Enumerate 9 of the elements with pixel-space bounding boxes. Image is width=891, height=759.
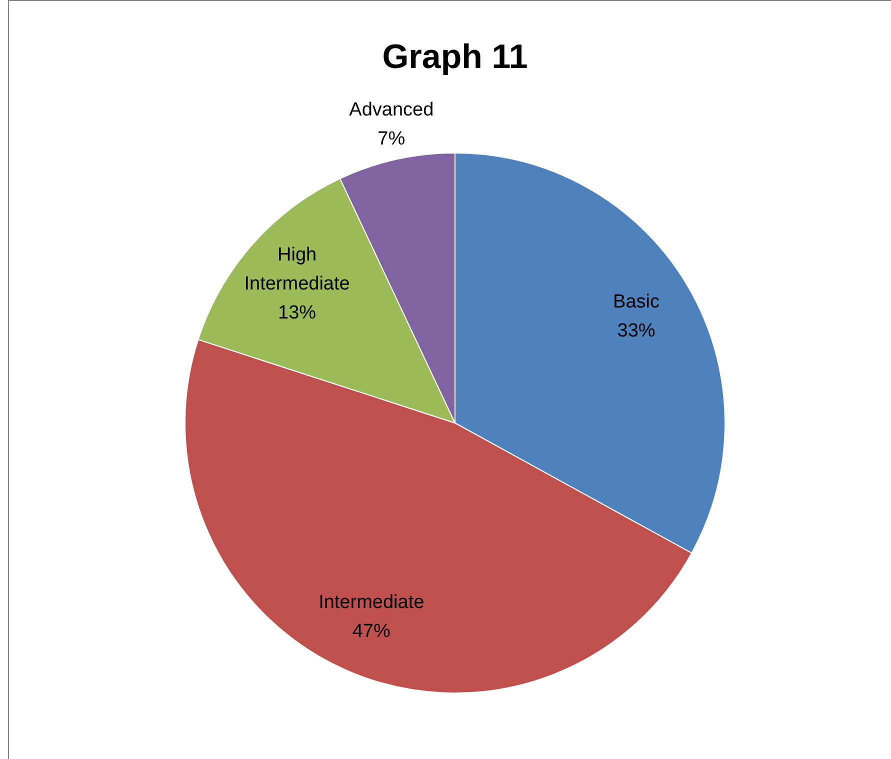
chart-title: Graph 11 bbox=[382, 38, 528, 76]
slice-label: Basic bbox=[613, 291, 660, 312]
data-label: 47% bbox=[352, 620, 390, 642]
slice-label: High Intermediate bbox=[244, 244, 350, 295]
data-label: 13% bbox=[278, 302, 316, 324]
data-label: 7% bbox=[378, 128, 406, 150]
data-label: 33% bbox=[617, 320, 656, 342]
slice-label: Intermediate bbox=[318, 592, 424, 613]
slice-label: Advanced bbox=[349, 99, 434, 120]
